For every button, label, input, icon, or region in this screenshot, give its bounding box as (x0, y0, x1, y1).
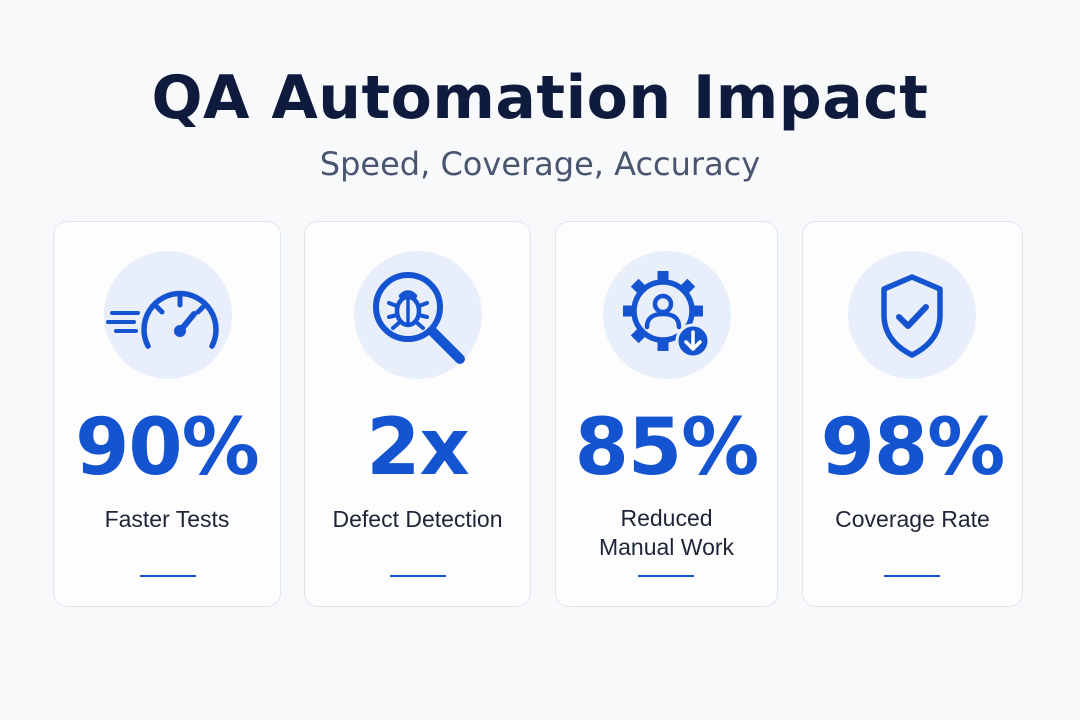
card-underline (390, 575, 446, 577)
page-title: QA Automation Impact (151, 63, 929, 133)
card-underline (884, 575, 940, 577)
metric-label: Coverage Rate (835, 506, 990, 532)
metric-value: 2x (366, 403, 470, 493)
metric-label: Faster Tests (104, 506, 230, 532)
card-underline (140, 575, 196, 577)
metric-card-coverage-rate: 98% Coverage Rate (802, 221, 1023, 607)
metric-value: 90% (75, 403, 260, 493)
metric-label: Reduced Manual Work (556, 504, 777, 562)
shield-check-icon (848, 251, 976, 379)
metric-label-line: Reduced (620, 505, 713, 531)
metric-card-faster-tests: 90% Faster Tests (53, 221, 281, 607)
gear-user-icon (603, 251, 731, 379)
metric-value: 98% (820, 403, 1006, 493)
speedometer-icon (104, 251, 232, 379)
metric-label-line: Manual Work (598, 534, 735, 560)
metric-card-defect-detection: 2x Defect Detection (304, 221, 531, 607)
bug-magnifier-icon (354, 251, 482, 379)
metric-label: Defect Detection (332, 506, 503, 532)
card-underline (638, 575, 694, 577)
page-subtitle: Speed, Coverage, Accuracy (319, 145, 761, 183)
metric-card-reduced-manual-work: 85% Reduced Manual Work (555, 221, 778, 607)
metric-value: 85% (574, 403, 760, 493)
